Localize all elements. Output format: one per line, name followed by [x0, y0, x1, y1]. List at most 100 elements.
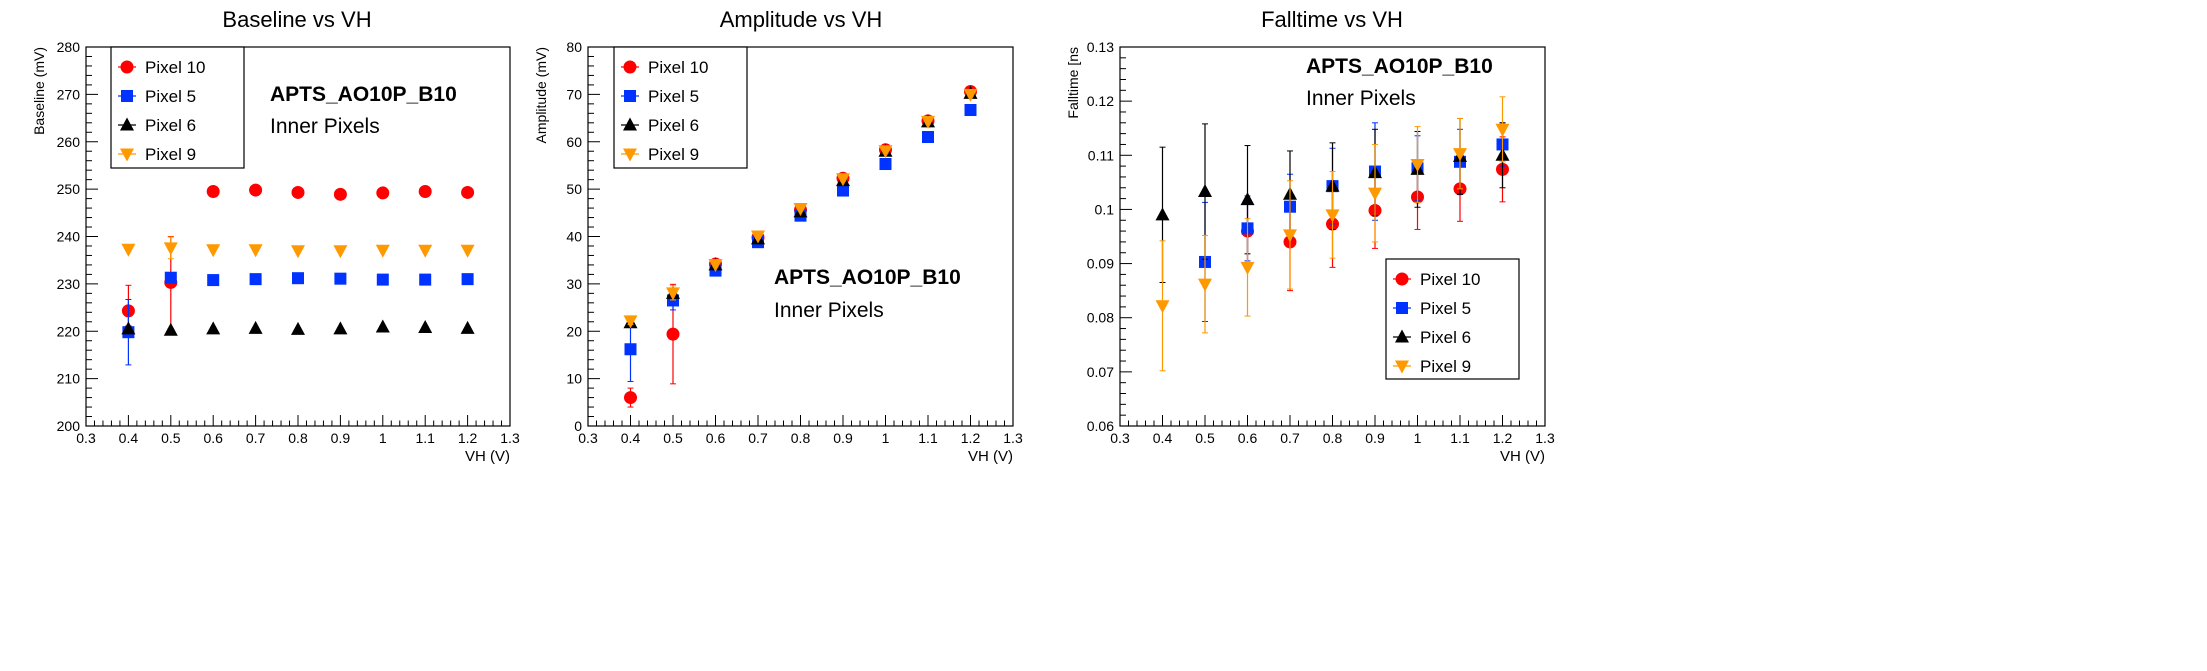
legend-marker [1395, 360, 1409, 374]
data-point [837, 184, 849, 197]
y-tick-label: 0.1 [1095, 201, 1115, 217]
legend-label: Pixel 10 [145, 58, 205, 77]
y-tick-label: 70 [566, 86, 582, 102]
chart-title: Amplitude vs VH [720, 7, 883, 32]
x-tick-label: 0.3 [578, 430, 598, 446]
x-axis-label: VH (V) [465, 448, 510, 465]
x-tick-label: 0.5 [663, 430, 683, 446]
y-tick-label: 270 [57, 86, 81, 102]
legend-label: Pixel 6 [648, 116, 699, 135]
data-point [206, 184, 220, 198]
data-point [879, 158, 892, 171]
data-point [624, 343, 637, 356]
data-point [333, 245, 348, 259]
x-tick-label: 1.2 [1493, 430, 1513, 446]
data-point [460, 244, 475, 258]
x-tick-label: 0.3 [76, 430, 96, 446]
y-axis-label: Baseline (mV) [31, 47, 47, 135]
data-point [121, 243, 136, 257]
legend-marker [1396, 302, 1408, 314]
x-tick-label: 0.7 [1280, 430, 1300, 446]
x-tick-label: 0.9 [331, 430, 351, 446]
x-tick-label: 0.7 [748, 430, 768, 446]
series-pixel-10 [121, 183, 475, 337]
x-tick-label: 0.7 [246, 430, 266, 446]
legend-marker [623, 148, 637, 162]
data-point [375, 319, 390, 333]
chart-title: Falltime vs VH [1261, 7, 1403, 32]
legend-label: Pixel 10 [1420, 270, 1480, 289]
data-point [1283, 229, 1297, 243]
y-tick-label: 250 [57, 181, 81, 197]
data-point [836, 173, 850, 187]
legend-marker [624, 90, 636, 102]
data-point [666, 327, 680, 341]
y-tick-label: 220 [57, 323, 81, 339]
y-tick-label: 0.09 [1087, 256, 1114, 272]
x-tick-label: 0.3 [1110, 430, 1130, 446]
data-point [1198, 278, 1212, 292]
x-tick-label: 0.4 [1153, 430, 1173, 446]
legend-marker [120, 148, 134, 162]
y-tick-label: 30 [566, 276, 582, 292]
data-point [1240, 261, 1255, 275]
series-pixel-9 [623, 88, 978, 329]
x-tick-label: 1.3 [500, 430, 520, 446]
series-pixel-6 [121, 319, 475, 336]
data-point [333, 187, 347, 201]
annotation-subtitle: Inner Pixels [270, 115, 380, 138]
y-tick-label: 0.12 [1087, 93, 1114, 109]
x-tick-label: 0.6 [706, 430, 726, 446]
data-point [461, 273, 474, 286]
x-axis-label: VH (V) [1500, 448, 1545, 465]
legend-label: Pixel 9 [1420, 357, 1471, 376]
data-point [291, 185, 305, 199]
x-tick-label: 1.2 [961, 430, 981, 446]
x-tick-label: 1 [882, 430, 890, 446]
data-point [164, 271, 177, 284]
y-tick-label: 200 [57, 418, 81, 434]
legend: Pixel 10 Pixel 5 Pixel 6 Pixel 9 [613, 46, 748, 169]
data-point [418, 319, 433, 333]
legend-label: Pixel 6 [145, 116, 196, 135]
data-point [963, 88, 978, 102]
data-point [375, 244, 390, 258]
data-point [1240, 192, 1255, 206]
annotation-title: APTS_AO10P_B10 [774, 266, 961, 289]
x-tick-label: 0.4 [621, 430, 641, 446]
data-point [418, 244, 433, 258]
y-tick-label: 0.11 [1088, 147, 1114, 163]
data-point [1410, 158, 1425, 172]
x-tick-label: 0.8 [288, 430, 308, 446]
data-point [206, 321, 221, 335]
x-tick-label: 0.8 [1323, 430, 1343, 446]
legend-marker [121, 90, 133, 102]
legend-label: Pixel 5 [1420, 299, 1471, 318]
data-point [623, 315, 638, 329]
data-point [1325, 209, 1340, 223]
x-axis-label: VH (V) [968, 448, 1013, 465]
x-tick-label: 1 [379, 430, 387, 446]
annotation-title: APTS_AO10P_B10 [270, 83, 457, 106]
y-tick-label: 0.08 [1087, 310, 1114, 326]
x-tick-label: 0.5 [161, 430, 181, 446]
x-tick-label: 1.1 [415, 430, 435, 446]
x-tick-label: 0.9 [833, 430, 853, 446]
data-point [624, 391, 637, 405]
series-pixel-9 [1155, 96, 1510, 372]
data-point [334, 272, 347, 285]
x-tick-label: 1.3 [1003, 430, 1023, 446]
x-tick-label: 0.4 [119, 430, 139, 446]
legend: Pixel 10 Pixel 5 Pixel 6 Pixel 9 [1385, 258, 1520, 380]
data-point [121, 321, 136, 335]
legend-marker [1395, 272, 1409, 286]
data-point [419, 273, 432, 286]
data-point [163, 242, 178, 256]
legend-label: Pixel 5 [145, 87, 196, 106]
y-tick-label: 240 [57, 229, 81, 245]
legend-label: Pixel 6 [1420, 328, 1471, 347]
annotation-subtitle: Inner Pixels [774, 299, 884, 322]
y-tick-label: 80 [566, 39, 582, 55]
data-point [292, 272, 304, 285]
